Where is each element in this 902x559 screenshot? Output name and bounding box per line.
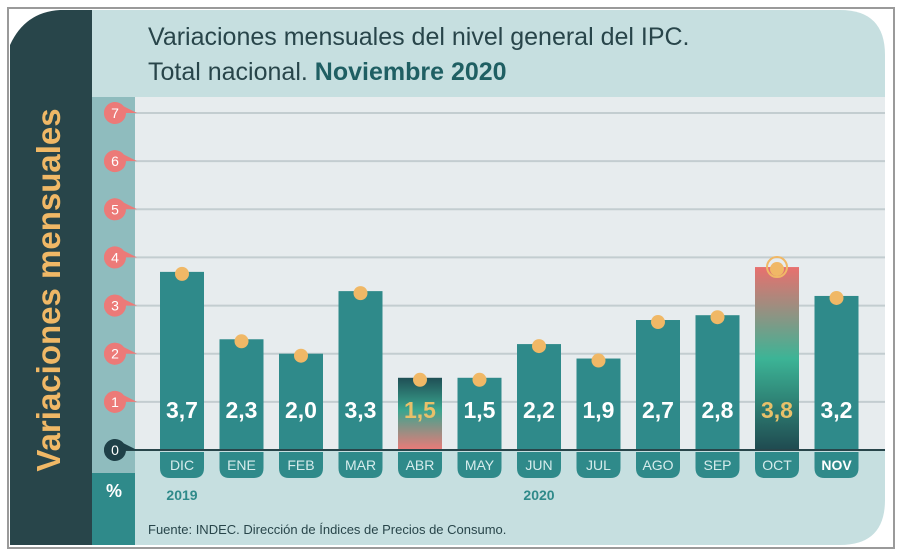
y-tick-label: 4 xyxy=(111,249,119,265)
title-plain: Total nacional. xyxy=(148,58,308,86)
month-pill xyxy=(576,452,621,478)
bar-value-label: 1,9 xyxy=(583,397,615,423)
bar-dic xyxy=(160,271,204,450)
title-bold: Noviembre 2020 xyxy=(315,58,507,86)
tick-marker-circle xyxy=(104,390,126,413)
y-tick-label: 6 xyxy=(111,153,119,169)
month-pill xyxy=(814,452,859,478)
month-pill xyxy=(755,452,799,478)
bar-value-label: 1,5 xyxy=(464,397,496,423)
value-dot xyxy=(294,348,308,363)
title-line-1: Variaciones mensuales del nivel general … xyxy=(148,23,690,51)
y-tick-label: 0 xyxy=(111,442,119,458)
tick-marker-circle xyxy=(104,246,126,269)
x-tick-label: OCT xyxy=(762,457,792,473)
y-tick-label: 7 xyxy=(111,105,119,121)
side-label: Variaciones mensuales xyxy=(30,108,67,471)
bar-feb xyxy=(279,353,323,450)
bar-value-label: 2,2 xyxy=(523,397,555,423)
value-dot xyxy=(770,262,784,277)
bar-value-label: 2,7 xyxy=(642,397,674,423)
value-dot xyxy=(413,372,427,387)
bar-jul xyxy=(576,358,621,450)
highlight-ring xyxy=(766,256,788,279)
value-dot xyxy=(591,353,606,368)
bar-value-label: 2,3 xyxy=(226,397,258,423)
value-dot xyxy=(353,286,368,301)
x-tick-label: ABR xyxy=(406,457,435,473)
bar-ago xyxy=(636,320,680,450)
bar-value-label: 1,5 xyxy=(404,397,436,423)
value-dot xyxy=(175,266,189,281)
bar-value-label: 2,0 xyxy=(285,397,317,423)
bar-value-label: 2,8 xyxy=(702,397,734,423)
tick-marker-circle xyxy=(104,198,126,221)
bar-value-label: 3,3 xyxy=(345,397,377,423)
x-tick-label: MAY xyxy=(465,457,495,473)
bar-nov xyxy=(814,295,859,450)
value-dot xyxy=(651,315,665,330)
x-tick-label: DIC xyxy=(170,457,194,473)
value-dot xyxy=(829,290,844,305)
side-panel xyxy=(10,10,92,545)
value-dot xyxy=(532,339,546,354)
bar-value-label: 3,8 xyxy=(761,397,793,423)
month-pill xyxy=(457,452,502,478)
value-dot xyxy=(710,310,725,325)
bar-oct xyxy=(755,267,799,450)
bar-value-label: 3,2 xyxy=(821,397,853,423)
tick-marker-circle xyxy=(104,102,126,124)
y-tick-label: 3 xyxy=(111,298,119,314)
unit-strip xyxy=(92,473,135,545)
y-tick-label: 5 xyxy=(111,201,119,217)
unit-label: % xyxy=(106,481,122,501)
month-pill xyxy=(219,452,264,478)
month-pill xyxy=(398,452,442,478)
month-pill xyxy=(279,452,323,478)
bar-mar xyxy=(338,291,383,450)
tick-marker-circle xyxy=(104,439,126,461)
x-tick-label: SEP xyxy=(703,457,731,473)
month-pill xyxy=(517,452,561,478)
bar-abr xyxy=(398,377,442,450)
bar-may xyxy=(457,377,502,450)
bar-jun xyxy=(517,344,561,450)
value-dot xyxy=(472,372,487,387)
x-tick-label: FEB xyxy=(287,457,314,473)
tick-marker-circle xyxy=(104,342,126,365)
title-line-2: Total nacional. Noviembre 2020 xyxy=(148,58,507,86)
y-tick-label: 2 xyxy=(111,346,119,362)
x-tick-label: AGO xyxy=(642,457,673,473)
month-pill xyxy=(160,452,204,478)
month-pill xyxy=(338,452,383,478)
y-tick-label: 1 xyxy=(111,394,119,410)
x-tick-label: JUN xyxy=(525,457,552,473)
month-pill xyxy=(695,452,740,478)
tick-marker-circle xyxy=(104,294,126,317)
year-label: 2019 xyxy=(166,487,197,503)
bar-sep xyxy=(695,315,740,450)
header-panel xyxy=(92,10,885,97)
year-label: 2020 xyxy=(523,487,554,503)
x-tick-label: ENE xyxy=(227,457,256,473)
value-dot xyxy=(234,334,249,349)
source-note: Fuente: INDEC. Dirección de Índices de P… xyxy=(148,522,506,537)
bar-value-label: 3,7 xyxy=(166,397,198,423)
x-tick-label: JUL xyxy=(586,457,611,473)
month-pill xyxy=(636,452,680,478)
bar-ene xyxy=(219,339,264,450)
tick-marker-circle xyxy=(104,150,126,173)
x-tick-label: MAR xyxy=(345,457,376,473)
x-tick-label: NOV xyxy=(821,457,852,473)
